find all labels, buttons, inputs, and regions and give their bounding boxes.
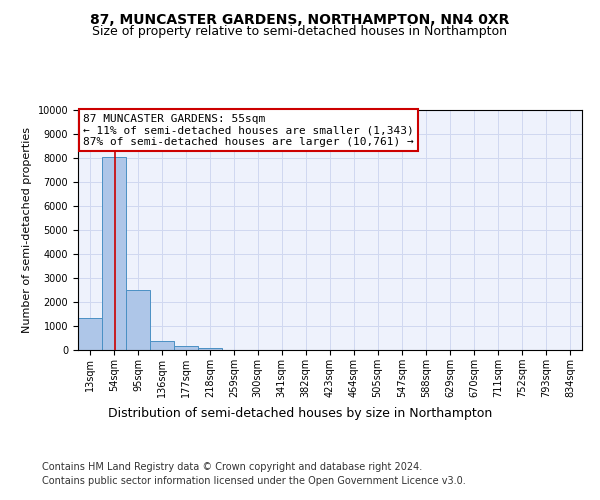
Text: 87, MUNCASTER GARDENS, NORTHAMPTON, NN4 0XR: 87, MUNCASTER GARDENS, NORTHAMPTON, NN4 … (91, 12, 509, 26)
Bar (78, 318, 101, 350)
Bar (174, 346, 197, 350)
Bar (102, 157, 125, 350)
Y-axis label: Number of semi-detached properties: Number of semi-detached properties (22, 127, 32, 333)
Text: Contains public sector information licensed under the Open Government Licence v3: Contains public sector information licen… (42, 476, 466, 486)
Text: Contains HM Land Registry data © Crown copyright and database right 2024.: Contains HM Land Registry data © Crown c… (42, 462, 422, 472)
Bar (198, 348, 221, 350)
Bar (150, 340, 173, 350)
Bar (126, 290, 149, 350)
Text: Distribution of semi-detached houses by size in Northampton: Distribution of semi-detached houses by … (108, 408, 492, 420)
Text: 87 MUNCASTER GARDENS: 55sqm
← 11% of semi-detached houses are smaller (1,343)
87: 87 MUNCASTER GARDENS: 55sqm ← 11% of sem… (83, 114, 414, 147)
Text: Size of property relative to semi-detached houses in Northampton: Size of property relative to semi-detach… (92, 25, 508, 38)
